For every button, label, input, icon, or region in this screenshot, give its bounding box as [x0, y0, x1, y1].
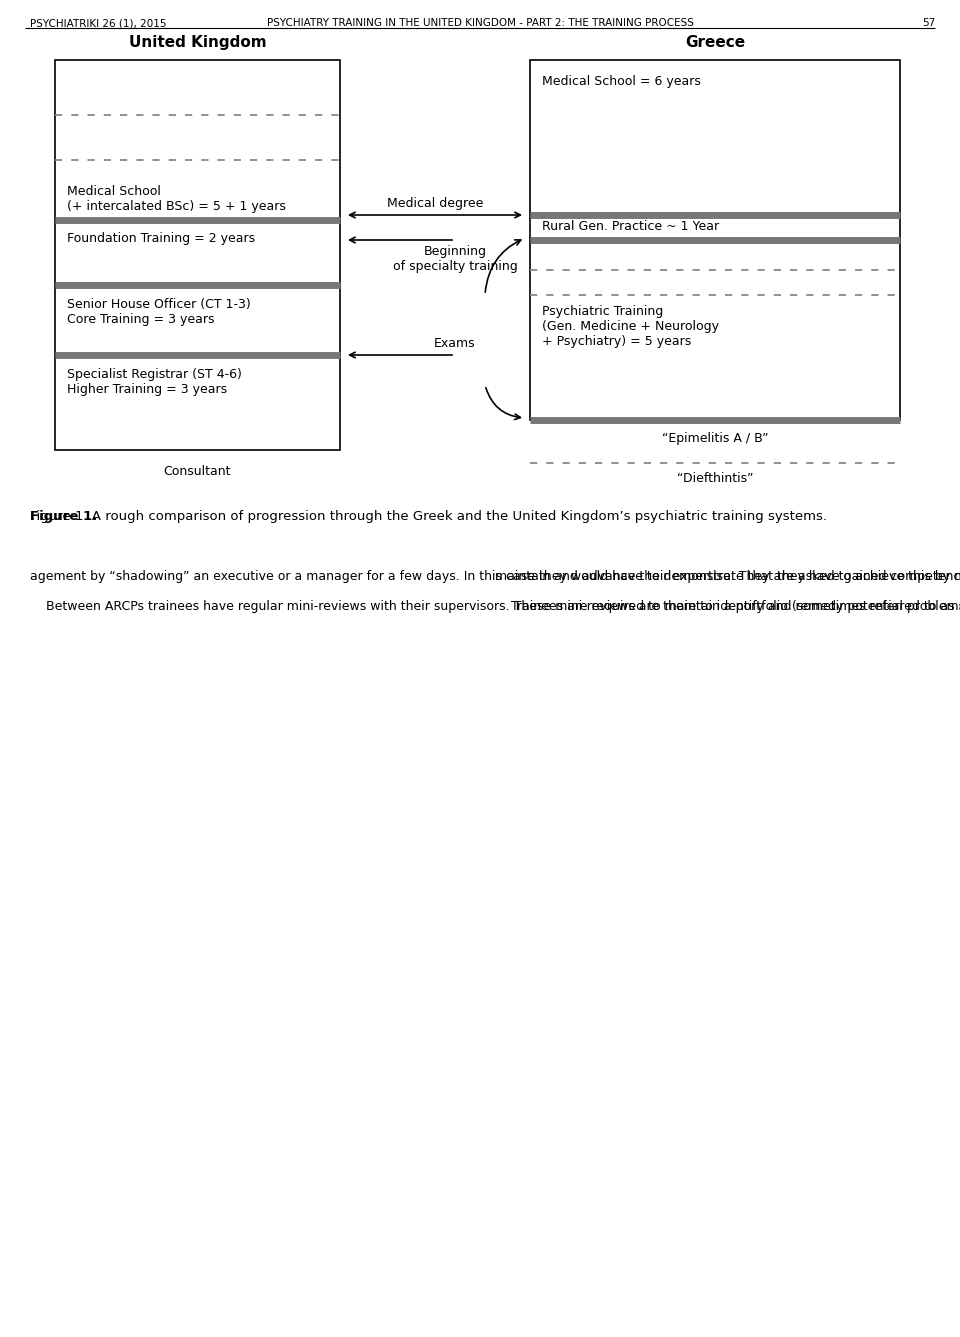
Text: Psychiatric Training
(Gen. Medicine + Neurology
+ Psychiatry) = 5 years: Psychiatric Training (Gen. Medicine + Ne…: [542, 305, 719, 348]
Bar: [55, 60, 340, 451]
Text: Senior House Officer (CT 1-3)
Core Training = 3 years: Senior House Officer (CT 1-3) Core Train…: [67, 298, 251, 326]
Text: Medical degree: Medical degree: [387, 197, 483, 210]
Text: Foundation Training = 2 years: Foundation Training = 2 years: [67, 233, 255, 245]
Text: 57: 57: [922, 17, 935, 28]
Text: “Epimelitis A / B”: “Epimelitis A / B”: [661, 432, 768, 445]
Text: Greece: Greece: [684, 35, 745, 49]
Text: PSYCHIATRY TRAINING IN THE UNITED KINGDOM - PART 2: THE TRAINING PROCESS: PSYCHIATRY TRAINING IN THE UNITED KINGDO…: [267, 17, 693, 28]
Text: Rural Gen. Practice ~ 1 Year: Rural Gen. Practice ~ 1 Year: [542, 221, 719, 233]
Text: Beginning
of specialty training: Beginning of specialty training: [393, 245, 517, 273]
Text: Figure 1.: Figure 1.: [30, 509, 97, 523]
Text: agement by “shadowing” an executive or a manager for a few days. In this case th: agement by “shadowing” an executive or a…: [30, 570, 960, 612]
Text: Medical School = 6 years: Medical School = 6 years: [542, 75, 701, 88]
Text: Exams: Exams: [434, 337, 476, 350]
Bar: [530, 60, 900, 420]
Text: maintain and advance their expertise. They are asked to achieve this by many mea: maintain and advance their expertise. Th…: [495, 570, 960, 612]
Text: Medical School
(+ intercalated BSc) = 5 + 1 years: Medical School (+ intercalated BSc) = 5 …: [67, 185, 286, 213]
Text: Figure 1. A rough comparison of progression through the Greek and the United Kin: Figure 1. A rough comparison of progress…: [30, 509, 827, 523]
Text: Specialist Registrar (ST 4-6)
Higher Training = 3 years: Specialist Registrar (ST 4-6) Higher Tra…: [67, 368, 242, 396]
Text: PSYCHIATRIKI 26 (1), 2015: PSYCHIATRIKI 26 (1), 2015: [30, 17, 166, 28]
Text: “Diefthintis”: “Diefthintis”: [677, 472, 754, 485]
Text: Consultant: Consultant: [164, 465, 231, 479]
Text: United Kingdom: United Kingdom: [129, 35, 266, 49]
